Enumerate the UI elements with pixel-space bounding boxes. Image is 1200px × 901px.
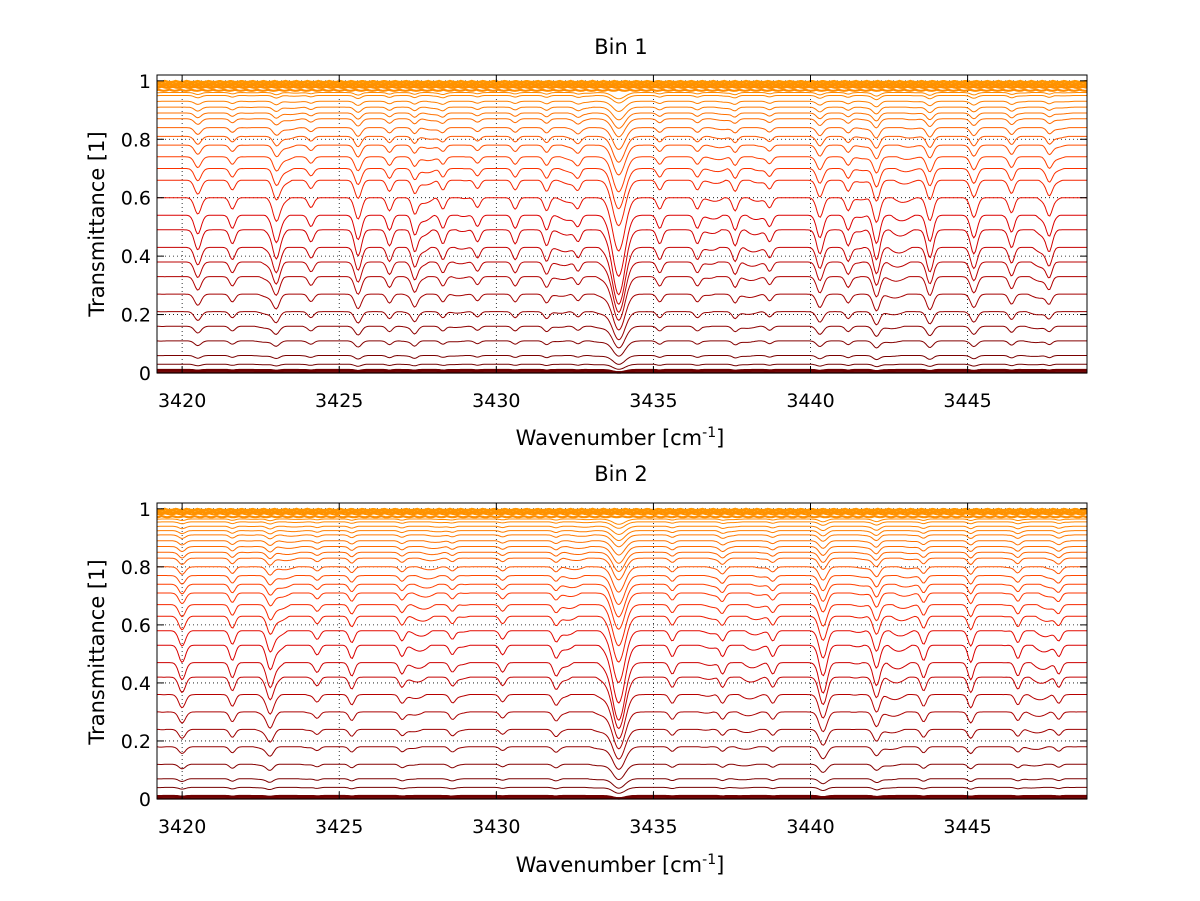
spectrum-trace [157,592,1087,630]
y-tick-label: 0.8 [121,129,151,151]
spectrum-trace [157,156,1087,193]
y-tick-label: 0 [139,363,151,385]
spectrum-trace [157,662,1087,722]
spectrum-trace [156,91,1087,100]
spectrum-trace [157,566,1087,593]
y-tick-label: 1 [139,499,151,521]
x-tick-label: 3420 [158,816,206,838]
x-tick-label: 3425 [315,390,363,412]
spectrum-trace [156,514,1088,519]
spectrum-trace [156,85,1088,90]
subplot-bin-2: Bin 2 3420 3425 3430 3435 3440 3445 0 0.2 0.4 0.6… [85,462,1088,877]
spectrum-trace [157,711,1087,750]
spectrum-trace [157,197,1087,252]
spectrum-trace [157,118,1087,138]
spectrum-trace [157,583,1087,618]
y-tick-label: 0.4 [121,246,151,268]
spectrum-trace [157,127,1087,151]
y-axis-label: Transmittance [1] [85,559,109,745]
y-tick-label: 0.6 [121,615,151,637]
spectrum-trace [156,521,1087,529]
spectrum-trace [156,340,1087,357]
x-axis-label: Wavenumber [cm-1] [516,852,725,877]
axis-ticks: 3420 3425 3430 3435 3440 3445 0 0.2 0.4 0.6 0.8 1 [121,499,1087,838]
spectrum-trace [157,778,1087,789]
spectrum-trace [156,746,1087,770]
spectrum-trace [157,261,1087,313]
spectrum-trace [157,354,1087,365]
spectrum-trace [157,363,1087,370]
subplot-bin-1: Bin 1 3420 3425 3430 3435 3440 3445 0 0.2 0.4 0.6… [85,35,1088,450]
spectrum-trace [157,786,1087,794]
spectrum-trace [157,694,1087,740]
axes-frame [156,74,1088,374]
y-tick-label: 0.4 [121,673,151,695]
spectrum-trace [157,551,1087,573]
axis-ticks: 3420 3425 3430 3435 3440 3445 0 0.2 0.4 0.6 0.8 1 [121,71,1087,412]
x-tick-label: 3425 [315,816,363,838]
spectrum-trace [157,644,1087,704]
spectrum-trace [157,276,1087,321]
x-tick-label: 3430 [472,390,520,412]
spectrum-trace [157,604,1087,647]
spectrum-trace [156,112,1087,129]
spectrum-trace [157,557,1087,581]
x-tick-label: 3445 [943,390,991,412]
x-tick-label: 3440 [786,390,834,412]
axes-frame [156,502,1088,800]
spectrum-trace [157,229,1087,296]
chart-title: Bin 1 [594,35,648,59]
spectrum-trace [157,630,1087,684]
spectrum-trace [156,540,1087,556]
spectrum-trace [156,525,1087,536]
x-axis-label: Wavenumber [cm-1] [516,425,725,450]
spectrum-trace [156,512,1088,516]
spectrum-trace [157,214,1087,278]
x-tick-label: 3440 [786,816,834,838]
spectrum-trace [157,325,1087,349]
x-tick-label: 3430 [472,816,520,838]
spectrum-trace [157,179,1087,227]
spectrum-trace [157,574,1087,606]
y-tick-label: 0.8 [121,557,151,579]
spectra-traces [156,507,1088,800]
spectrum-trace [156,534,1087,548]
spectrum-trace [157,763,1087,781]
spectrum-trace [157,615,1087,663]
y-tick-label: 0.2 [121,305,151,327]
spectrum-trace [157,135,1087,163]
spectrum-trace [156,100,1087,113]
spectrum-trace [157,293,1087,331]
y-axis-label: Transmittance [1] [85,131,109,317]
spectrum-trace [157,545,1087,564]
spectrum-trace [156,88,1088,92]
x-tick-label: 3420 [158,390,206,412]
spectrum-trace [156,106,1087,121]
x-tick-label: 3445 [943,816,991,838]
spectrum-trace [156,95,1087,104]
spectrum-trace [157,167,1087,210]
spectrum-trace [157,311,1087,341]
spectrum-trace [157,676,1087,730]
x-tick-label: 3435 [629,390,677,412]
chart-title: Bin 2 [594,462,648,486]
y-tick-label: 0.6 [121,188,151,210]
y-tick-label: 0 [139,789,151,811]
spectrum-trace [157,144,1087,176]
spectrum-trace [156,530,1087,542]
x-tick-label: 3435 [629,816,677,838]
spectra-traces [156,79,1088,374]
y-tick-label: 0.2 [121,731,151,753]
spectrum-trace [157,246,1087,306]
spectrum-trace [156,518,1087,525]
y-tick-label: 1 [139,71,151,93]
spectrum-trace [157,728,1087,760]
